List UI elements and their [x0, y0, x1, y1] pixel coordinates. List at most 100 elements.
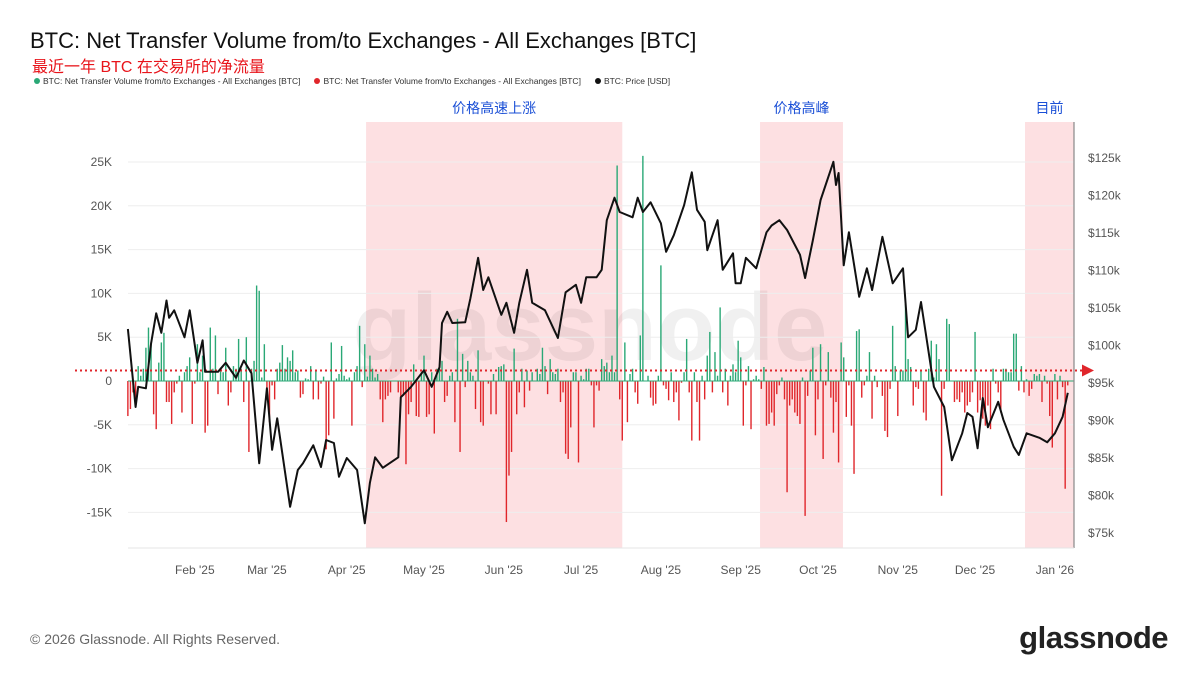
- outflow-bar: [129, 381, 132, 410]
- outflow-bar: [915, 381, 917, 388]
- inflow-bar: [611, 355, 613, 381]
- inflow-bar: [201, 355, 204, 381]
- inflow-bar: [335, 378, 338, 381]
- outflow-bar: [464, 381, 466, 388]
- inflow-bar: [315, 370, 317, 381]
- outflow-bar: [722, 381, 724, 393]
- outflow-bar: [328, 381, 330, 436]
- outflow-bar: [1061, 381, 1064, 388]
- inflow-bar: [142, 368, 145, 381]
- inflow-bar: [322, 376, 325, 381]
- outflow-bar: [505, 381, 508, 523]
- outflow-bar: [745, 381, 747, 386]
- inflow-bar: [147, 327, 150, 381]
- inflow-bar: [304, 378, 307, 381]
- inflow-bar: [284, 368, 286, 381]
- inflow-bar: [639, 335, 641, 381]
- outflow-bar: [415, 381, 417, 417]
- outflow-bar: [696, 381, 698, 403]
- outflow-bar: [320, 381, 322, 384]
- arrow-right-icon: [1082, 364, 1094, 377]
- inflow-bar: [279, 362, 281, 381]
- x-axis-tick-label: Sep '25: [721, 563, 762, 577]
- outflow-bar: [387, 381, 389, 396]
- inflow-bar: [616, 165, 618, 381]
- right-axis-tick-label: $110k: [1088, 264, 1121, 278]
- right-axis-tick-label: $105k: [1088, 301, 1122, 315]
- outflow-bar: [814, 381, 817, 436]
- legend-item-outflow[interactable]: BTC: Net Transfer Volume from/to Exchang…: [314, 76, 581, 86]
- inflow-bar: [827, 352, 829, 381]
- outflow-bar: [407, 381, 410, 415]
- outflow-bar: [943, 381, 945, 389]
- outflow-bar: [1046, 381, 1048, 384]
- outflow-bar: [397, 381, 399, 393]
- inflow-bar: [186, 366, 188, 381]
- inflow-bar: [276, 368, 278, 381]
- inflow-bar: [603, 366, 605, 381]
- inflow-bar: [624, 342, 626, 381]
- outflow-bar: [770, 381, 773, 413]
- inflow-bar: [245, 337, 248, 381]
- outflow-bar: [845, 381, 847, 417]
- inflow-bar: [467, 360, 469, 381]
- outflow-bar: [546, 381, 549, 395]
- x-axis-tick-label: Jul '25: [564, 563, 599, 577]
- legend-item-inflow[interactable]: BTC: Net Transfer Volume from/to Exchang…: [34, 76, 300, 86]
- legend-item-price[interactable]: BTC: Price [USD]: [594, 76, 670, 86]
- outflow-bar: [773, 381, 775, 426]
- watermark: glassnode: [353, 274, 828, 381]
- outflow-bar: [711, 381, 714, 393]
- outflow-bar: [691, 381, 693, 441]
- outflow-bar: [897, 381, 899, 417]
- inflow-bar: [376, 373, 379, 381]
- outflow-bar: [1000, 381, 1002, 413]
- annotation-label: 目前: [1035, 100, 1063, 116]
- outflow-bar: [1028, 381, 1030, 396]
- inflow-bar: [752, 379, 755, 381]
- inflow-bar: [423, 355, 425, 381]
- inflow-bar: [1020, 366, 1023, 381]
- inflow-bar: [894, 366, 896, 381]
- outflow-bar: [786, 381, 788, 493]
- outflow-bar: [273, 381, 276, 400]
- outflow-bar: [698, 381, 701, 441]
- right-axis-tick-label: $85k: [1088, 451, 1115, 465]
- outflow-bar: [791, 381, 793, 400]
- inflow-bar: [235, 368, 237, 381]
- inflow-bar: [580, 375, 582, 381]
- inflow-bar: [536, 368, 538, 381]
- outflow-bar: [765, 381, 768, 426]
- left-axis-tick-label: 25K: [91, 155, 112, 169]
- annotation-label: 价格高速上涨: [452, 100, 536, 116]
- inflow-bar: [763, 366, 765, 381]
- left-axis-tick-label: 15K: [91, 243, 112, 257]
- inflow-bar: [657, 375, 660, 381]
- inflow-bar: [374, 377, 376, 381]
- outflow-bar: [418, 381, 420, 417]
- right-axis-tick-label: $75k: [1088, 526, 1115, 540]
- price-line: [126, 160, 1069, 525]
- outflow-bar: [665, 381, 667, 389]
- outflow-bar: [853, 381, 855, 474]
- outflow-bar: [850, 381, 853, 426]
- inflow-bar: [1007, 372, 1010, 381]
- inflow-bar: [613, 372, 616, 381]
- inflow-bar: [809, 370, 811, 381]
- inflow-bar: [716, 375, 719, 381]
- outflow-bar: [652, 381, 654, 406]
- inflow-bar: [286, 357, 289, 381]
- inflow-bar: [606, 362, 608, 381]
- legend-dot-icon: [594, 78, 601, 84]
- inflow-bar: [631, 368, 634, 381]
- right-axis-tick-label: $95k: [1088, 376, 1115, 390]
- outflow-bar: [490, 381, 492, 415]
- outflow-bar: [1018, 381, 1020, 391]
- inflow-bar: [526, 370, 528, 381]
- outflow-bar: [655, 381, 657, 404]
- outflow-bar: [562, 381, 564, 393]
- inflow-bar: [843, 357, 845, 381]
- outflow-bar: [649, 381, 652, 398]
- outflow-bar: [361, 381, 363, 388]
- outflow-bar: [1049, 381, 1051, 417]
